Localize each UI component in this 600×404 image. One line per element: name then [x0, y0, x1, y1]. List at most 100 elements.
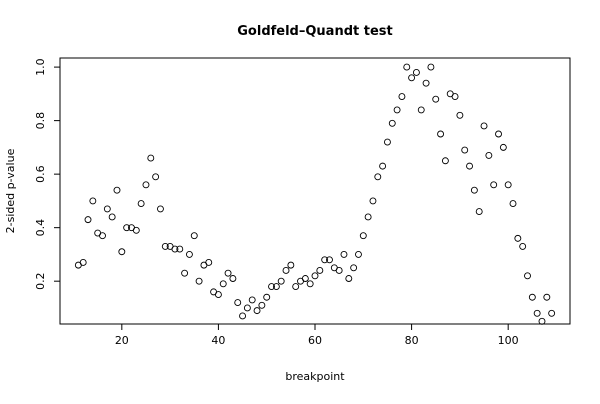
- point: [412, 69, 420, 76]
- point: [519, 242, 527, 250]
- point: [355, 250, 362, 258]
- point: [224, 269, 232, 277]
- point: [214, 291, 222, 299]
- point: [99, 232, 106, 240]
- x-tick-label: 100: [498, 334, 519, 347]
- point: [470, 186, 478, 194]
- point: [147, 154, 155, 162]
- point: [263, 293, 271, 301]
- point: [369, 197, 377, 205]
- point: [311, 272, 319, 280]
- point: [422, 79, 430, 87]
- point: [248, 296, 256, 304]
- point: [253, 307, 261, 315]
- x-axis-label: breakpoint: [285, 370, 345, 383]
- point: [268, 283, 275, 290]
- point: [118, 248, 126, 256]
- point: [152, 173, 160, 181]
- point: [89, 197, 97, 205]
- point: [103, 205, 111, 213]
- point: [185, 250, 193, 258]
- point: [379, 162, 387, 170]
- point: [113, 186, 121, 194]
- point: [345, 275, 353, 282]
- point: [79, 259, 87, 266]
- y-axis-label: 2-sided p-value: [4, 148, 17, 233]
- y-tick-label: 1.0: [34, 58, 47, 76]
- point: [287, 261, 295, 269]
- point: [142, 181, 150, 189]
- point: [335, 267, 343, 274]
- point: [499, 143, 507, 151]
- point: [364, 213, 372, 221]
- x-tick-label: 20: [115, 334, 129, 347]
- point: [538, 317, 546, 325]
- point: [205, 259, 213, 266]
- point: [432, 95, 440, 103]
- point: [466, 162, 473, 170]
- y-tick-label: 0.4: [34, 219, 47, 237]
- point: [292, 283, 300, 290]
- point: [524, 272, 531, 280]
- point: [84, 216, 92, 224]
- point: [398, 93, 406, 100]
- point: [533, 309, 541, 317]
- point: [408, 74, 416, 82]
- point: [171, 245, 179, 253]
- point: [490, 181, 498, 189]
- point: [461, 146, 469, 154]
- point: [441, 157, 449, 165]
- point: [157, 205, 164, 213]
- point: [137, 200, 145, 208]
- point: [427, 63, 435, 71]
- point: [326, 256, 333, 264]
- y-tick-label: 0.6: [34, 165, 47, 183]
- y-tick-label: 0.8: [34, 112, 47, 130]
- point: [383, 138, 391, 146]
- point: [485, 151, 493, 159]
- point: [480, 122, 488, 130]
- point: [509, 200, 517, 208]
- point: [301, 275, 309, 282]
- y-tick-label: 0.2: [34, 272, 47, 290]
- point: [123, 224, 131, 232]
- point: [321, 256, 329, 264]
- point: [229, 275, 237, 282]
- point: [108, 213, 116, 221]
- point: [306, 280, 314, 288]
- point: [548, 309, 556, 317]
- point: [495, 130, 502, 138]
- point: [543, 293, 551, 301]
- point: [374, 173, 382, 181]
- point: [528, 293, 536, 301]
- point: [514, 234, 522, 242]
- point: [393, 106, 401, 114]
- point: [132, 226, 140, 234]
- point: [181, 269, 189, 277]
- point: [388, 119, 396, 127]
- x-tick-label: 80: [405, 334, 419, 347]
- point: [475, 208, 483, 216]
- point: [219, 280, 227, 288]
- point: [190, 232, 198, 240]
- point: [234, 299, 242, 307]
- point: [272, 283, 280, 290]
- x-tick-label: 60: [308, 334, 322, 347]
- point: [239, 312, 247, 320]
- point: [176, 245, 184, 253]
- point: [359, 232, 367, 240]
- point: [437, 130, 445, 138]
- point: [451, 93, 459, 100]
- point: [350, 264, 358, 272]
- point: [161, 242, 169, 250]
- point: [504, 181, 512, 189]
- point: [340, 250, 348, 258]
- point: [282, 267, 290, 274]
- point: [258, 301, 266, 309]
- point: [417, 106, 425, 114]
- point: [195, 277, 203, 285]
- point: [456, 111, 464, 119]
- x-tick-label: 40: [211, 334, 225, 347]
